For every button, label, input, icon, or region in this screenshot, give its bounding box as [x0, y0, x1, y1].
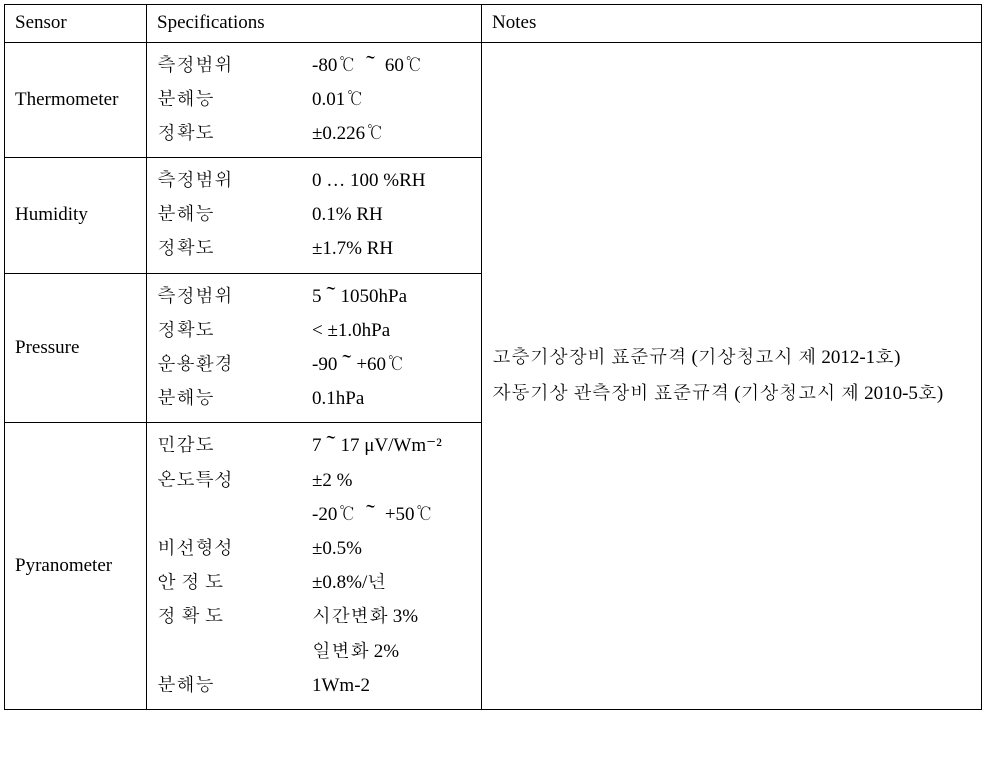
spec-key: 안 정 도: [157, 566, 312, 600]
spec-key: 민감도: [157, 429, 312, 463]
spec-val: 0.1% RH: [312, 198, 383, 232]
notes-cell: 고층기상장비 표준규격 (기상청고시 제 2012-1호) 자동기상 관측장비 …: [482, 42, 982, 709]
spec-val: 0.1hPa: [312, 382, 364, 416]
sensor-name-pressure: Pressure: [5, 273, 147, 423]
spec-key: 정 확 도: [157, 600, 312, 634]
spec-val: 1Wm-2: [312, 669, 370, 703]
spec-key: 측정범위: [157, 164, 312, 198]
spec-val: ±0.5%: [312, 532, 362, 566]
sensor-name-humidity: Humidity: [5, 158, 147, 274]
spec-val: ±0.8%/년: [312, 566, 386, 600]
header-notes: Notes: [482, 5, 982, 43]
spec-val: ±1.7% RH: [312, 232, 393, 266]
spec-key: 비선형성: [157, 532, 312, 566]
spec-key: 분해능: [157, 382, 312, 416]
spec-key: 분해능: [157, 198, 312, 232]
table-row: Thermometer 측정범위-80℃ ～ 60℃ 분해능0.01℃ 정확도±…: [5, 42, 982, 158]
spec-cell-humidity: 측정범위0 … 100 %RH 분해능0.1% RH 정확도±1.7% RH: [147, 158, 482, 274]
spec-key: 측정범위: [157, 280, 312, 314]
spec-key: 운용환경: [157, 348, 312, 382]
spec-val: < ±1.0hPa: [312, 314, 390, 348]
notes-line: 고층기상장비 표준규격 (기상청고시 제 2012-1호): [492, 340, 971, 376]
sensor-name-thermometer: Thermometer: [5, 42, 147, 158]
spec-val: 0 … 100 %RH: [312, 164, 425, 198]
spec-val: 5～1050hPa: [312, 280, 407, 314]
sensor-name-pyranometer: Pyranometer: [5, 423, 147, 710]
table-header-row: Sensor Specifications Notes: [5, 5, 982, 43]
spec-val: 일변화 2%: [312, 635, 399, 669]
spec-cell-pressure: 측정범위5～1050hPa 정확도< ±1.0hPa 운용환경-90～+60℃ …: [147, 273, 482, 423]
spec-val: ±2 %: [312, 464, 353, 498]
spec-val: 시간변화 3%: [312, 600, 418, 634]
spec-cell-thermometer: 측정범위-80℃ ～ 60℃ 분해능0.01℃ 정확도±0.226℃: [147, 42, 482, 158]
spec-key: 분해능: [157, 669, 312, 703]
spec-val: 0.01℃: [312, 83, 364, 117]
spec-key: 분해능: [157, 83, 312, 117]
spec-val: 7～17 μV/Wm⁻²: [312, 429, 442, 463]
spec-key: 정확도: [157, 232, 312, 266]
sensor-spec-table: Sensor Specifications Notes Thermometer …: [4, 4, 982, 710]
spec-key: 정확도: [157, 314, 312, 348]
notes-line: 자동기상 관측장비 표준규격 (기상청고시 제 2010-5호): [492, 376, 971, 412]
spec-val: -90～+60℃: [312, 348, 405, 382]
spec-key: 측정범위: [157, 49, 312, 83]
spec-key: 정확도: [157, 117, 312, 151]
spec-val: -20℃ ～ +50℃: [312, 498, 434, 532]
spec-val: -80℃ ～ 60℃: [312, 49, 423, 83]
spec-val: ±0.226℃: [312, 117, 384, 151]
spec-key: 온도특성: [157, 464, 312, 498]
header-sensor: Sensor: [5, 5, 147, 43]
header-specs: Specifications: [147, 5, 482, 43]
spec-cell-pyranometer: 민감도7～17 μV/Wm⁻² 온도특성±2 % -20℃ ～ +50℃ 비선형…: [147, 423, 482, 710]
